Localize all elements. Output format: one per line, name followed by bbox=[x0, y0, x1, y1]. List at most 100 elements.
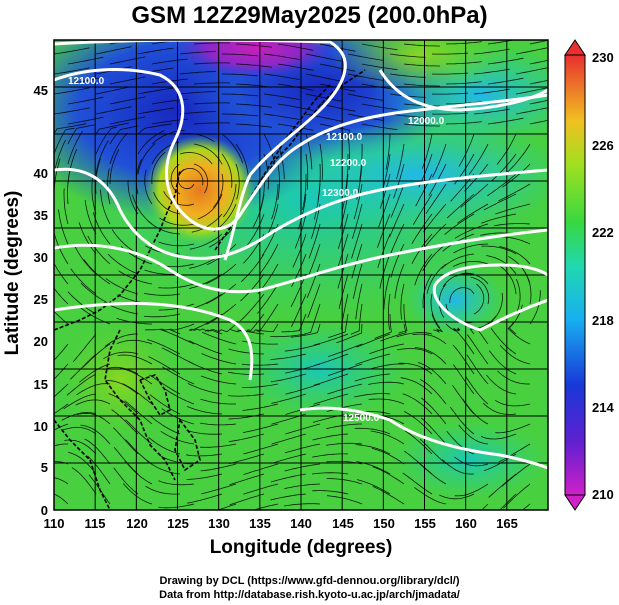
streamline bbox=[187, 493, 223, 504]
streamline bbox=[452, 384, 475, 415]
streamline bbox=[103, 351, 139, 360]
streamline bbox=[151, 58, 188, 65]
streamline bbox=[212, 173, 224, 208]
streamline bbox=[95, 158, 101, 195]
streamline bbox=[292, 233, 307, 268]
x-tick-label: 115 bbox=[85, 516, 106, 531]
streamline bbox=[371, 447, 405, 465]
y-tick-label: 15 bbox=[34, 377, 48, 392]
streamline bbox=[284, 503, 321, 507]
streamline bbox=[222, 93, 258, 97]
streamline bbox=[491, 153, 517, 181]
streamline bbox=[398, 362, 433, 375]
streamline bbox=[61, 426, 97, 435]
streamline bbox=[80, 424, 111, 445]
streamline bbox=[337, 233, 349, 269]
streamline bbox=[188, 340, 223, 355]
streamline bbox=[258, 243, 279, 275]
streamline bbox=[108, 393, 139, 415]
streamline bbox=[355, 444, 391, 455]
streamline bbox=[205, 283, 237, 305]
streamline bbox=[148, 436, 181, 455]
streamline bbox=[359, 143, 363, 180]
streamline bbox=[95, 86, 132, 95]
streamline bbox=[402, 472, 433, 495]
streamline bbox=[137, 107, 174, 115]
streamline bbox=[240, 293, 265, 322]
streamline bbox=[337, 253, 349, 289]
streamline bbox=[221, 133, 243, 164]
streamline bbox=[431, 52, 469, 55]
streamline bbox=[82, 343, 111, 368]
streamline bbox=[515, 279, 521, 315]
height-contours bbox=[54, 40, 548, 470]
streamline bbox=[441, 459, 475, 475]
streamline bbox=[379, 253, 391, 289]
streamline bbox=[422, 243, 447, 272]
streamline bbox=[466, 334, 489, 365]
streamline bbox=[470, 276, 490, 305]
streamline bbox=[124, 460, 153, 485]
streamline bbox=[412, 333, 447, 345]
streamline bbox=[235, 43, 272, 48]
streamline bbox=[189, 233, 223, 250]
streamline bbox=[107, 168, 111, 205]
streamline bbox=[84, 199, 97, 235]
streamline bbox=[403, 83, 440, 87]
streamline bbox=[284, 483, 321, 490]
streamline bbox=[54, 107, 90, 115]
streamline bbox=[411, 213, 433, 244]
credit-drawing: Drawing by DCL (https://www.gfd-dennou.o… bbox=[159, 575, 460, 587]
colorbar: 230 226 222 218 214 210 bbox=[564, 39, 614, 511]
y-tick-label: 0 bbox=[41, 503, 48, 518]
streamline bbox=[458, 424, 489, 445]
streamline bbox=[186, 429, 223, 435]
colorbar-tick-label: 226 bbox=[592, 138, 614, 153]
streamline bbox=[389, 113, 426, 118]
streamline bbox=[149, 414, 181, 435]
streamline bbox=[116, 339, 153, 345]
streamline bbox=[352, 203, 363, 239]
streamline bbox=[127, 179, 139, 215]
map-plot-area: 12100.0 12000.0 12100.0 12200.0 12300.0 … bbox=[54, 40, 548, 510]
streamline bbox=[305, 73, 342, 82]
streamline bbox=[465, 375, 489, 405]
streamline bbox=[228, 371, 265, 375]
streamline bbox=[271, 393, 307, 404]
streamline bbox=[70, 353, 97, 380]
colorbar-tick-label: 230 bbox=[592, 50, 614, 65]
streamline bbox=[499, 493, 517, 510]
x-tick-label: 160 bbox=[455, 516, 477, 531]
y-tick-label: 40 bbox=[34, 166, 48, 181]
streamline bbox=[487, 40, 516, 45]
streamline bbox=[431, 313, 443, 333]
streamline bbox=[354, 373, 391, 382]
streamline bbox=[151, 151, 166, 185]
streamline bbox=[495, 203, 531, 215]
streamline bbox=[328, 313, 349, 338]
streamline bbox=[439, 493, 475, 500]
streamline bbox=[326, 478, 363, 485]
streamline bbox=[522, 503, 531, 510]
colorbar-bottom-arrow bbox=[564, 494, 586, 511]
streamline bbox=[361, 103, 398, 110]
streamline bbox=[124, 400, 153, 425]
streamline bbox=[515, 87, 548, 95]
streamline bbox=[222, 183, 237, 218]
streamline bbox=[147, 220, 181, 235]
streamline bbox=[75, 399, 111, 406]
streamline bbox=[228, 393, 265, 397]
streamline bbox=[54, 383, 69, 398]
streamline bbox=[91, 178, 97, 215]
streamline bbox=[382, 153, 391, 190]
streamline bbox=[445, 41, 482, 45]
streamline bbox=[351, 223, 363, 259]
streamline bbox=[473, 48, 510, 55]
streamline bbox=[496, 133, 517, 165]
streamline bbox=[352, 263, 363, 299]
streamline bbox=[473, 68, 510, 75]
streamline bbox=[54, 443, 68, 447]
x-axis-label: Longitude (degrees) bbox=[209, 537, 393, 558]
streamline bbox=[54, 123, 87, 135]
